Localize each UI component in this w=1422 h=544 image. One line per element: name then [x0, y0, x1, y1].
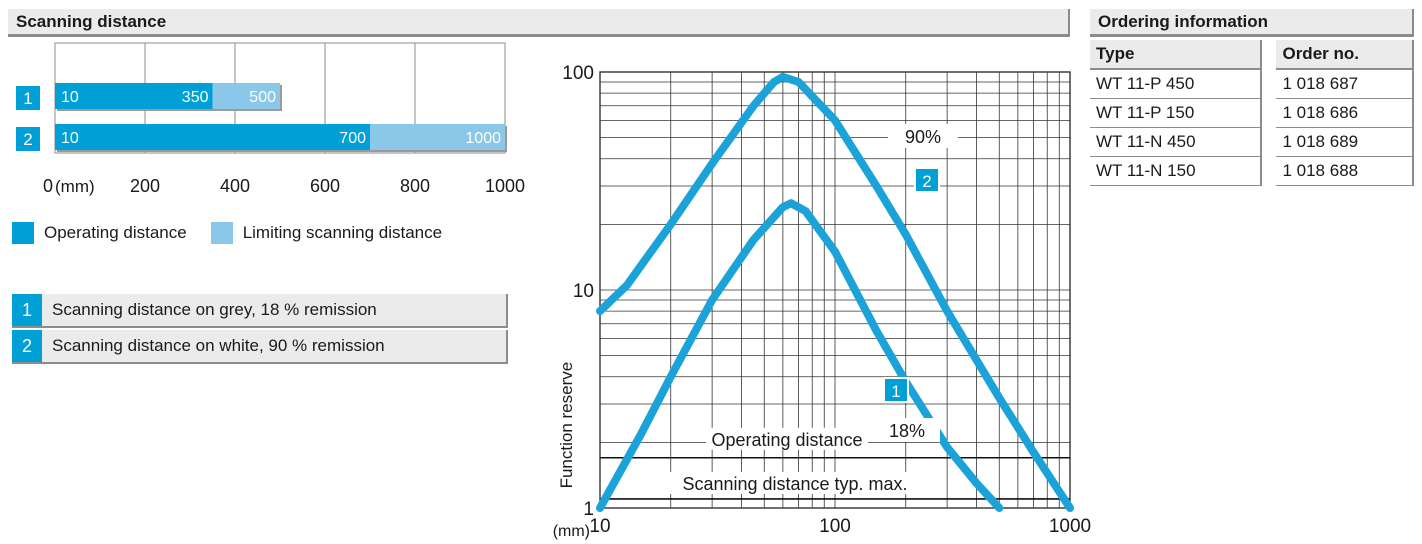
bar-start-label: 10 — [61, 130, 79, 147]
line-plot-frame — [599, 71, 1071, 509]
reference-label: Scanning distance typ. max. — [682, 474, 907, 494]
series-badge — [883, 377, 909, 403]
bar-row-badge — [16, 86, 40, 110]
bar-start-label: 10 — [61, 89, 79, 106]
type-cell: WT 11-N 150 — [1090, 157, 1263, 186]
column-gap — [1262, 128, 1277, 157]
reference-label: Operating distance — [711, 430, 862, 450]
annotation-bg — [888, 124, 958, 148]
note-text: Scanning distance on grey, 18 % remissio… — [52, 300, 377, 319]
bar-chart-svg: 1 10 350 500 2 10 700 1000 0 200 400 600 800 1000 (mm) — [16, 42, 525, 196]
type-cell: WT 11-P 450 — [1090, 70, 1263, 99]
type-cell: WT 11-P 150 — [1090, 99, 1263, 128]
series-line — [596, 72, 1074, 512]
note-row: 2 Scanning distance on white, 90 % remis… — [12, 330, 508, 364]
bar-tick-label: 1000 — [485, 176, 525, 196]
note-badge: 1 — [12, 294, 42, 326]
operating-bar — [55, 83, 213, 109]
type-cell: WT 11-N 450 — [1090, 128, 1263, 157]
scanning-distance-header: Scanning distance — [8, 9, 1070, 37]
y-axis-label: Function reserve — [557, 362, 576, 489]
column-gap — [1262, 99, 1277, 128]
series-annotation: 18% — [889, 421, 925, 441]
order-no-cell: 1 018 686 — [1276, 99, 1414, 128]
reference-label-bg — [670, 471, 920, 494]
line-chart-svg: Operating distance Scanning distance typ.… — [553, 63, 1091, 540]
order-no-cell: 1 018 689 — [1276, 128, 1414, 157]
column-header-type: Type — [1090, 40, 1263, 70]
order-no-cell: 1 018 688 — [1276, 157, 1414, 186]
order-no-cell: 1 018 687 — [1276, 70, 1414, 99]
x-tick-label: 10 — [589, 516, 610, 537]
x-unit-label: (mm) — [553, 523, 590, 540]
column-gap — [1262, 157, 1277, 186]
function-reserve-chart: Operating distance Scanning distance typ.… — [510, 56, 1100, 544]
bar-tick-label: 800 — [400, 176, 430, 196]
bar-operating-label: 700 — [339, 130, 366, 147]
legend-label-limiting: Limiting scanning distance — [242, 223, 443, 242]
column-header-order-no: Order no. — [1276, 40, 1414, 70]
series-badge-label: 1 — [891, 382, 900, 401]
column-gap — [1262, 70, 1277, 99]
y-tick-label: 10 — [573, 281, 594, 302]
table-row: WT 11-P 450 1 018 687 — [1090, 70, 1414, 99]
ordering-table: Type Order no. WT 11-P 450 1 018 687 WT … — [1090, 40, 1414, 186]
bar-row-badge — [16, 127, 40, 151]
scanning-range-bar-chart: 1 10 350 500 2 10 700 1000 0 200 400 600 800 1000 (mm) — [0, 40, 540, 210]
series-badge — [914, 167, 940, 193]
bar-tick-label: 400 — [220, 176, 250, 196]
legend-label-operating: Operating distance — [44, 223, 187, 242]
series-badge-label: 2 — [922, 172, 931, 191]
y-tick-label: 1 — [583, 499, 594, 520]
bar-tick-label: 600 — [310, 176, 340, 196]
series-annotation: 90% — [905, 127, 941, 147]
bar-chart-legend: Operating distance Limiting scanning dis… — [12, 222, 466, 244]
legend-item-limiting: Limiting scanning distance — [210, 222, 443, 244]
x-tick-label: 1000 — [1049, 516, 1091, 537]
bar-limiting-label: 1000 — [465, 130, 501, 147]
ordering-header-row: Type Order no. — [1090, 40, 1414, 70]
annotation-bg — [874, 418, 940, 442]
ordering-information-header: Ordering information — [1090, 9, 1414, 37]
operating-bar — [55, 124, 370, 150]
legend-swatch-limiting — [210, 222, 233, 244]
bar-row-badge-label: 1 — [23, 89, 32, 108]
bar-tick-label: 0 — [43, 176, 53, 196]
x-tick-label: 100 — [819, 516, 851, 537]
reference-label-bg — [706, 427, 868, 450]
bar-row-badge-label: 2 — [23, 130, 32, 149]
bar-tick-label: 200 — [130, 176, 160, 196]
bar-unit-label: (mm) — [55, 177, 95, 196]
series-line — [596, 199, 1004, 512]
table-row: WT 11-N 150 1 018 688 — [1090, 157, 1414, 186]
y-tick-label: 100 — [562, 63, 594, 84]
remission-notes: 1 Scanning distance on grey, 18 % remiss… — [12, 294, 508, 366]
note-text: Scanning distance on white, 90 % remissi… — [52, 336, 385, 355]
legend-item-operating: Operating distance — [12, 222, 187, 244]
legend-swatch-operating — [12, 222, 34, 244]
table-row: WT 11-N 450 1 018 689 — [1090, 128, 1414, 157]
note-row: 1 Scanning distance on grey, 18 % remiss… — [12, 294, 508, 328]
column-gap — [1262, 40, 1277, 70]
table-row: WT 11-P 150 1 018 686 — [1090, 99, 1414, 128]
note-badge: 2 — [12, 330, 42, 362]
bar-limiting-label: 500 — [249, 89, 276, 106]
bar-operating-label: 350 — [182, 89, 209, 106]
